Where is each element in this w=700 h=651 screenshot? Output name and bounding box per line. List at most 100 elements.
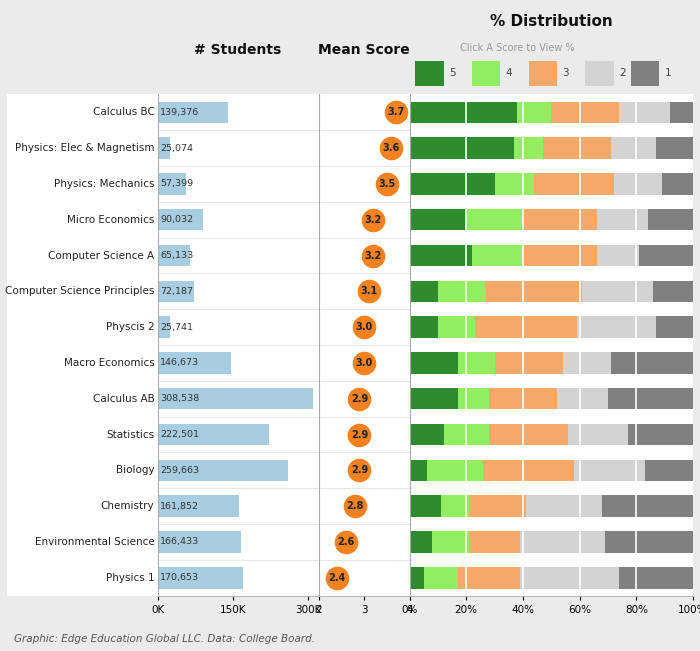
- Text: Statistics: Statistics: [106, 430, 155, 439]
- Bar: [410, 531, 432, 553]
- Bar: [466, 209, 523, 230]
- Bar: [523, 209, 596, 230]
- Text: 308,538: 308,538: [160, 395, 200, 403]
- Text: 3.0: 3.0: [356, 358, 372, 368]
- Bar: [582, 281, 653, 302]
- Bar: [611, 352, 693, 374]
- Text: 139,376: 139,376: [160, 108, 200, 117]
- FancyBboxPatch shape: [631, 61, 659, 85]
- Text: Computer Science A: Computer Science A: [48, 251, 155, 260]
- Text: Click A Score to View %: Click A Score to View %: [460, 44, 575, 53]
- Text: Environmental Science: Environmental Science: [35, 537, 155, 547]
- Bar: [614, 173, 662, 195]
- Bar: [469, 531, 520, 553]
- Text: 2: 2: [620, 68, 626, 78]
- Bar: [410, 102, 517, 123]
- Bar: [158, 567, 244, 589]
- Bar: [568, 424, 628, 445]
- Text: 222,501: 222,501: [160, 430, 199, 439]
- Bar: [410, 316, 438, 338]
- Bar: [158, 102, 228, 123]
- Text: 259,663: 259,663: [160, 466, 199, 475]
- Bar: [424, 567, 458, 589]
- Bar: [410, 424, 444, 445]
- Bar: [158, 173, 186, 195]
- Text: 3.2: 3.2: [365, 215, 382, 225]
- Text: 3.1: 3.1: [360, 286, 377, 296]
- Bar: [494, 352, 563, 374]
- Bar: [410, 137, 514, 159]
- Bar: [410, 245, 472, 266]
- Text: 2.9: 2.9: [351, 465, 368, 475]
- Text: Macro Economics: Macro Economics: [64, 358, 155, 368]
- Text: 3: 3: [563, 68, 569, 78]
- Bar: [158, 209, 203, 230]
- Bar: [656, 137, 693, 159]
- Text: Biology: Biology: [116, 465, 155, 475]
- Bar: [158, 424, 270, 445]
- Bar: [517, 102, 552, 123]
- Bar: [542, 137, 611, 159]
- Text: 57,399: 57,399: [160, 180, 193, 188]
- Bar: [611, 137, 656, 159]
- Bar: [514, 137, 542, 159]
- Text: 2.4: 2.4: [328, 573, 345, 583]
- Text: 2.9: 2.9: [351, 430, 368, 439]
- Text: 170,653: 170,653: [160, 574, 199, 582]
- Text: 3.2: 3.2: [365, 251, 382, 260]
- Text: 4: 4: [506, 68, 512, 78]
- Bar: [648, 209, 693, 230]
- Bar: [608, 388, 693, 409]
- Text: Graphic: Edge Education Global LLC. Data: College Board.: Graphic: Edge Education Global LLC. Data…: [14, 635, 315, 644]
- Bar: [158, 316, 171, 338]
- Bar: [410, 567, 424, 589]
- Bar: [526, 495, 602, 517]
- Bar: [486, 281, 582, 302]
- Bar: [410, 209, 466, 230]
- Bar: [475, 316, 577, 338]
- Bar: [605, 531, 693, 553]
- Text: Physics: Mechanics: Physics: Mechanics: [54, 179, 155, 189]
- Bar: [662, 173, 693, 195]
- Text: Micro Economics: Micro Economics: [67, 215, 155, 225]
- Bar: [410, 352, 458, 374]
- Bar: [494, 173, 534, 195]
- Bar: [483, 460, 574, 481]
- Bar: [557, 388, 608, 409]
- Text: 90,032: 90,032: [160, 215, 193, 224]
- Text: 3.0: 3.0: [356, 322, 372, 332]
- Text: Physics 1: Physics 1: [106, 573, 155, 583]
- Text: 146,673: 146,673: [160, 359, 199, 367]
- Bar: [158, 137, 170, 159]
- Bar: [438, 316, 475, 338]
- Bar: [158, 495, 239, 517]
- Text: 25,741: 25,741: [160, 323, 193, 331]
- Text: Calculus BC: Calculus BC: [92, 107, 155, 117]
- Text: Physics: Elec & Magnetism: Physics: Elec & Magnetism: [15, 143, 155, 153]
- Text: Calculus AB: Calculus AB: [92, 394, 155, 404]
- Bar: [410, 388, 458, 409]
- Bar: [458, 567, 520, 589]
- Text: 3.6: 3.6: [383, 143, 400, 153]
- Bar: [438, 281, 486, 302]
- Bar: [620, 567, 693, 589]
- Bar: [671, 102, 693, 123]
- Text: 3.5: 3.5: [378, 179, 395, 189]
- Text: Chemistry: Chemistry: [101, 501, 155, 511]
- Bar: [489, 388, 557, 409]
- FancyBboxPatch shape: [528, 61, 557, 85]
- Bar: [410, 460, 426, 481]
- Bar: [158, 352, 231, 374]
- FancyBboxPatch shape: [415, 61, 444, 85]
- Text: 2.6: 2.6: [337, 537, 354, 547]
- Bar: [523, 245, 596, 266]
- Bar: [432, 531, 469, 553]
- Bar: [577, 316, 656, 338]
- Text: 72,187: 72,187: [160, 287, 193, 296]
- Text: # Students: # Students: [195, 44, 281, 57]
- Text: 5: 5: [449, 68, 456, 78]
- Bar: [628, 424, 693, 445]
- Bar: [469, 495, 526, 517]
- Bar: [520, 567, 620, 589]
- Bar: [534, 173, 614, 195]
